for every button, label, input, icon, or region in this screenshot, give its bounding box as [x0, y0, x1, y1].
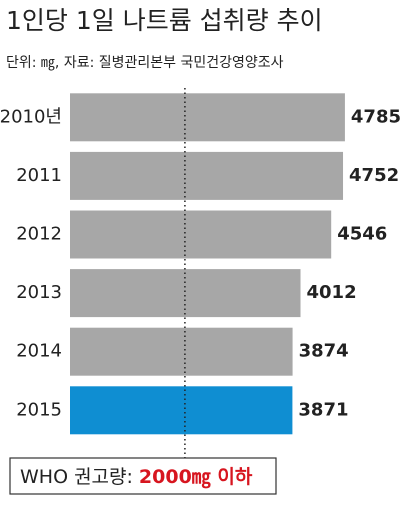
bar	[70, 386, 293, 435]
y-tick-label: 2012	[16, 224, 62, 245]
bar	[70, 210, 332, 259]
annotation: WHO 권고량: 2000㎎ 이하	[20, 466, 253, 489]
value-label: 3871	[298, 399, 348, 420]
value-label: 4012	[307, 282, 357, 303]
value-label: 4752	[349, 165, 399, 186]
y-tick-label: 2011	[16, 165, 62, 186]
bar	[70, 327, 293, 376]
value-label: 3874	[299, 341, 349, 362]
annotation-box	[9, 457, 277, 495]
chart-subtitle: 단위: ㎎, 자료: 질병관리본부 국민건강영양조사	[6, 55, 284, 71]
annotation-label: WHO 권고량:	[20, 466, 133, 488]
value-label: 4546	[337, 224, 387, 245]
y-tick-label: 2010년	[0, 106, 62, 127]
y-tick-label: 2013	[16, 282, 62, 303]
value-label: 4785	[351, 106, 401, 127]
bar	[70, 93, 345, 142]
chart-title: 1인당 1일 나트륨 섭취량 추이	[6, 6, 323, 35]
bar	[70, 151, 344, 200]
annotation-value: 2000㎎ 이하	[139, 466, 253, 489]
y-tick-label: 2014	[16, 341, 62, 362]
y-tick-label: 2015	[16, 399, 62, 420]
